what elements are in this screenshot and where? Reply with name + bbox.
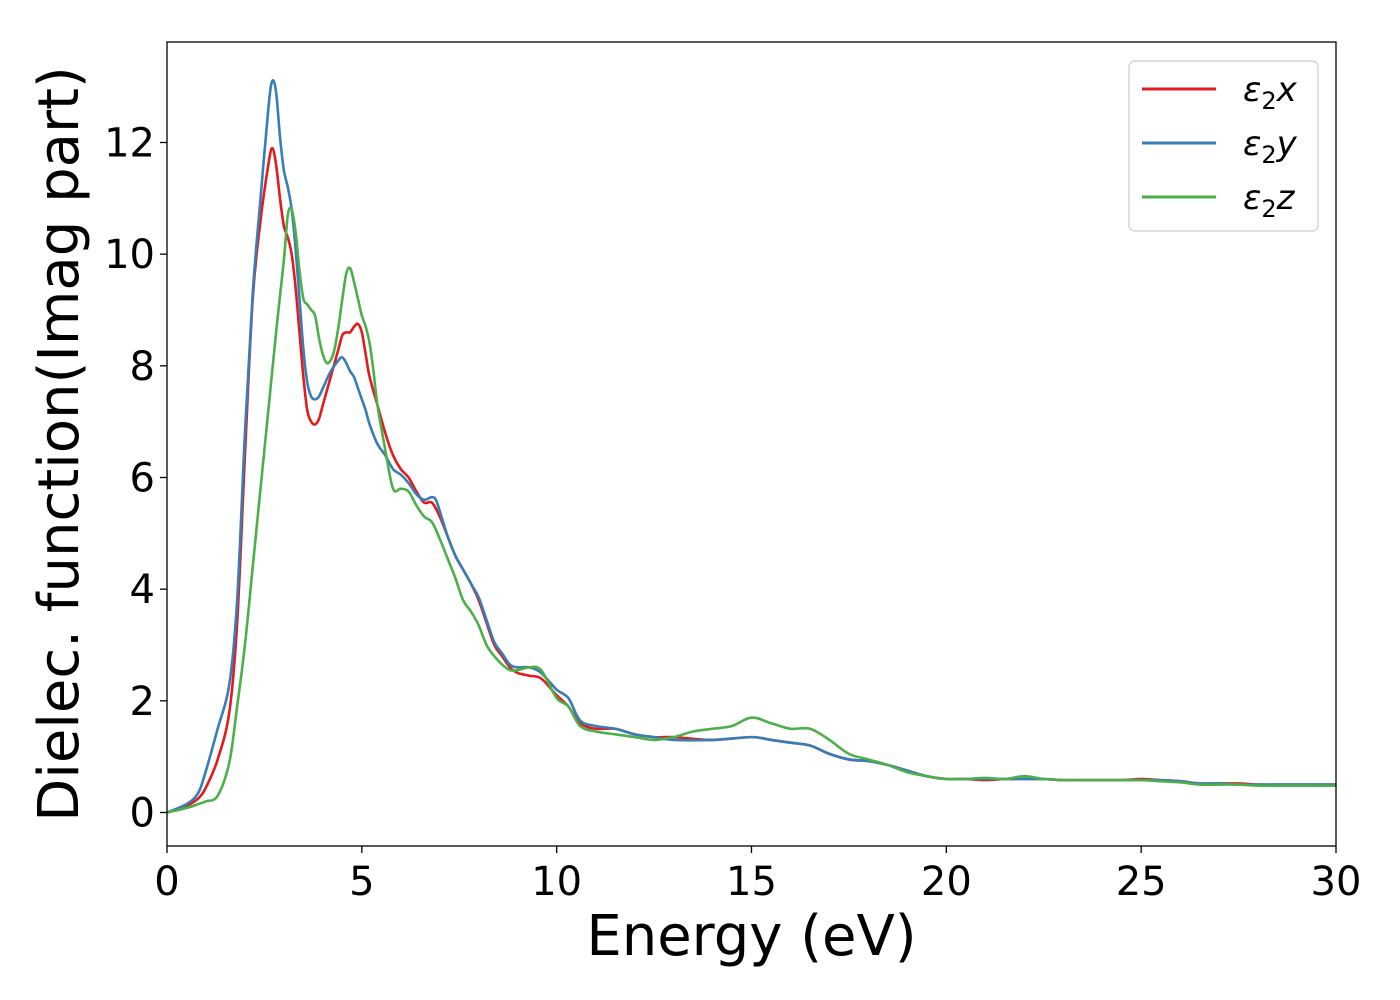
y-tick-label: 2 [130,679,155,725]
x-tick-label: 5 [349,859,374,905]
y-tick-label: 10 [104,232,155,278]
legend-label: ε2x [1243,70,1298,115]
y-tick-label: 8 [130,344,155,390]
x-tick-label: 15 [726,859,777,905]
y-tick-label: 4 [130,567,155,613]
legend-label: ε2z [1243,178,1296,223]
series-line-y [167,79,1336,814]
x-tick-label: 25 [1116,859,1167,905]
legend-label: ε2y [1243,124,1298,169]
plot-area [167,79,1336,814]
x-axis-label: Energy (eV) [586,904,916,969]
x-tick-label: 30 [1311,859,1362,905]
x-tick-label: 20 [921,859,972,905]
legend-box [1128,60,1319,232]
x-tick-label: 0 [154,859,179,905]
y-tick-label: 6 [130,456,155,502]
y-tick-label: 12 [104,121,155,167]
series-line-z [167,206,1336,814]
y-tick-label: 0 [130,791,155,837]
x-tick-label: 10 [531,859,582,905]
axes: 0 5 10 15 20 25 30 0 2 4 6 8 10 12 [104,41,1362,905]
y-axis-label: Dielec. function(Imag part) [27,66,92,822]
series-line-x [167,146,1336,814]
legend: ε2x ε2y ε2z [1128,60,1319,232]
